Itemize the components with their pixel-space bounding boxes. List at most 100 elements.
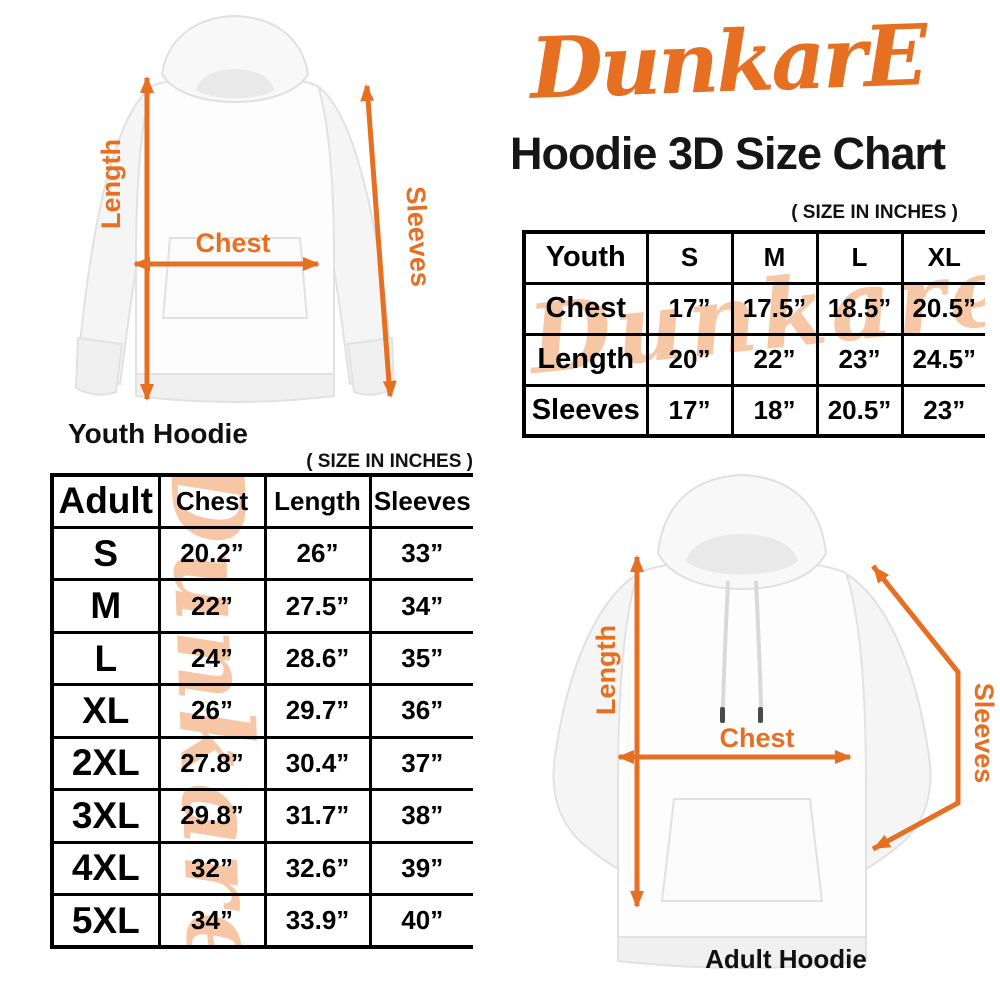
value-cell: 17” <box>645 281 734 336</box>
value-cell: 36” <box>368 683 473 739</box>
size-label-cell: L <box>50 630 161 687</box>
length-label: Length <box>591 625 621 715</box>
table-header-row: Youth S M L XL <box>522 230 985 285</box>
size-label-cell: Sleeves <box>522 383 649 438</box>
value-cell: 20.5” <box>900 281 985 336</box>
value-cell: 34” <box>157 893 267 949</box>
size-label-cell: Chest <box>522 281 649 336</box>
page-title: Hoodie 3D Size Chart <box>509 128 946 179</box>
table-row: Length 20” 22” 23” 24.5” <box>522 332 985 387</box>
chest-label: Chest <box>195 228 270 258</box>
value-cell: 33” <box>368 525 473 582</box>
left-cuff <box>74 336 124 396</box>
length-arrow: Length <box>591 555 644 908</box>
table-row: 2XL 27.8” 30.4” 37” <box>50 735 473 792</box>
value-cell: 18” <box>730 383 819 438</box>
youth-hoodie-figure: Length Chest Sleeves <box>0 0 470 455</box>
value-cell: 20” <box>645 332 734 387</box>
drawstring-left <box>721 580 730 708</box>
value-cell: 34” <box>368 578 473 634</box>
sleeves-arrow: Sleeves <box>360 84 436 398</box>
value-cell: 23” <box>815 332 904 387</box>
value-cell: 24” <box>157 630 267 687</box>
youth-hoodie-drawing <box>74 14 396 403</box>
hem-band <box>617 936 867 969</box>
size-label-cell: XL <box>50 683 161 739</box>
header-cell: M <box>730 230 819 285</box>
youth-size-table: Youth S M L XL Chest 17” 17.5” 18.5” 20.5” Length 2… <box>522 230 985 438</box>
table-row: Sleeves 17” 18” 20.5” 23” <box>522 383 985 438</box>
adult-hoodie-drawing <box>552 473 932 969</box>
header-cell: S <box>645 230 734 285</box>
value-cell: 37” <box>368 735 473 792</box>
value-cell: 24.5” <box>900 332 985 387</box>
length-label: Length <box>96 139 126 229</box>
hood <box>160 14 310 104</box>
value-cell: 20.2” <box>157 525 267 582</box>
header-cell: Sleeves <box>368 473 473 529</box>
youth-hoodie-illustration: Length Chest Sleeves <box>74 14 436 403</box>
value-cell: 28.6” <box>263 630 372 687</box>
header-cell: XL <box>900 230 985 285</box>
chest-label: Chest <box>719 723 794 753</box>
hood-opening <box>686 534 798 575</box>
table-row: L 24” 28.6” 35” <box>50 630 473 687</box>
drawstring-right-tip <box>758 707 763 723</box>
chest-arrow: Chest <box>617 723 852 764</box>
value-cell: 22” <box>730 332 819 387</box>
value-cell: 33.9” <box>263 893 372 949</box>
value-cell: 26” <box>157 683 267 739</box>
table-row: 5XL 34” 33.9” 40” <box>50 893 473 949</box>
hem-band <box>135 373 335 403</box>
chest-arrow: Chest <box>133 228 320 271</box>
drawstring-right <box>754 580 763 708</box>
body <box>135 74 335 375</box>
size-label-cell: Length <box>522 332 649 387</box>
size-label-cell: 5XL <box>50 893 161 949</box>
kangaroo-pocket <box>660 798 824 902</box>
adult-hoodie-figure: Length Chest Sleeves <box>480 455 1000 1000</box>
youth-size-table-wrap: Dunkare Youth S M L XL Chest 17” 17.5” 18.5” 20.5… <box>522 230 985 438</box>
table-row: M 22” 27.5” 34” <box>50 578 473 634</box>
value-cell: 32” <box>157 840 267 897</box>
value-cell: 26” <box>263 525 372 582</box>
value-cell: 35” <box>368 630 473 687</box>
table-row: Chest 17” 17.5” 18.5” 20.5” <box>522 281 985 336</box>
value-cell: 40” <box>368 893 473 949</box>
value-cell: 17.5” <box>730 281 819 336</box>
value-cell: 39” <box>368 840 473 897</box>
header-cell: Youth <box>522 230 649 285</box>
value-cell: 17” <box>645 383 734 438</box>
table-row: 4XL 32” 32.6” 39” <box>50 840 473 897</box>
adult-hoodie-illustration: Length Chest Sleeves <box>552 473 999 969</box>
value-cell: 29.8” <box>157 788 267 844</box>
header-cell: Adult <box>50 473 161 529</box>
table-row: S 20.2” 26” 33” <box>50 525 473 582</box>
brand-logo: DunkarE <box>528 5 927 118</box>
value-cell: 32.6” <box>263 840 372 897</box>
table-row: 3XL 29.8” 31.7” 38” <box>50 788 473 844</box>
header-cell: Chest <box>157 473 267 529</box>
youth-hoodie-caption: Youth Hoodie <box>68 418 248 449</box>
header-cell: L <box>815 230 904 285</box>
sleeves-label: Sleeves <box>969 683 999 784</box>
sleeves-arrow: Sleeves <box>871 564 999 852</box>
size-label-cell: 3XL <box>50 788 161 844</box>
drawstring-left-tip <box>720 707 725 723</box>
size-note-youth: ( SIZE IN INCHES ) <box>791 202 958 223</box>
value-cell: 29.7” <box>263 683 372 739</box>
value-cell: 30.4” <box>263 735 372 792</box>
adult-hoodie-caption: Adult Hoodie <box>705 944 867 974</box>
value-cell: 27.5” <box>263 578 372 634</box>
header-cell: Length <box>263 473 372 529</box>
size-label-cell: S <box>50 525 161 582</box>
table-row: XL 26” 29.7” 36” <box>50 683 473 739</box>
size-note-adult: ( SIZE IN INCHES ) <box>306 451 473 472</box>
table-header-row: Adult Chest Length Sleeves <box>50 473 473 529</box>
value-cell: 38” <box>368 788 473 844</box>
value-cell: 31.7” <box>263 788 372 844</box>
value-cell: 18.5” <box>815 281 904 336</box>
length-arrow: Length <box>96 76 154 401</box>
kangaroo-pocket <box>161 237 309 319</box>
